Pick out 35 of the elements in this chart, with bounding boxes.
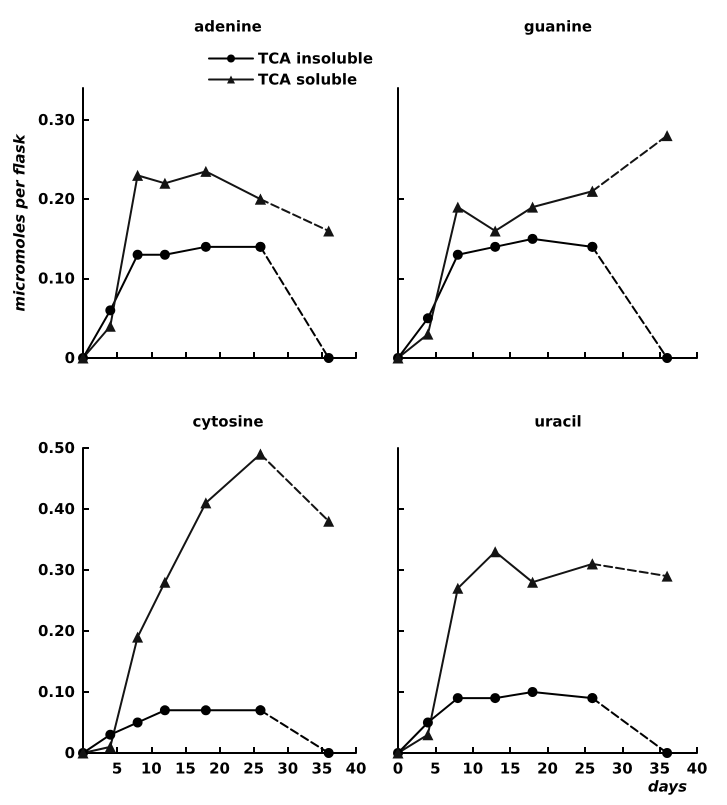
legend-label: TCA insoluble: [258, 50, 373, 68]
x-tick-label: 0: [392, 760, 404, 778]
x-tick-label: 15: [500, 760, 521, 778]
chart-title: adenine: [194, 18, 262, 36]
x-tick-label: 35: [649, 760, 670, 778]
x-tick-label: 10: [140, 760, 162, 778]
x-tick-label: 25: [574, 760, 596, 778]
x-tick-label: 5: [430, 760, 441, 778]
x-tick-label: 40: [686, 760, 708, 778]
y-tick-label: 0: [64, 744, 75, 762]
x-tick-label: 30: [277, 760, 298, 778]
chart-title: guanine: [524, 18, 592, 36]
x-tick-label: 15: [174, 760, 196, 778]
x-tick-label: 5: [112, 760, 122, 778]
y-tick-label: 0.40: [38, 500, 75, 518]
x-tick-label: 10: [462, 760, 484, 778]
x-tick-label: 25: [243, 760, 264, 778]
x-axis-title: days: [648, 778, 688, 796]
y-tick-label: 0.30: [38, 561, 75, 579]
y-tick-label: 0: [64, 349, 75, 367]
x-tick-label: 30: [612, 760, 633, 778]
x-tick-label: 20: [209, 760, 230, 778]
y-tick-label: 0.30: [38, 110, 75, 129]
y-tick-label: 0.10: [38, 683, 75, 701]
chart-title: cytosine: [192, 412, 264, 430]
chart-title: uracil: [534, 412, 582, 430]
legend-label: TCA soluble: [258, 70, 358, 88]
y-tick-label: 0.50: [38, 439, 75, 457]
x-tick-label: 35: [311, 760, 332, 778]
y-tick-label: 0.20: [38, 622, 75, 640]
y-tick-label: 0.10: [38, 270, 75, 288]
x-tick-label: 20: [537, 760, 558, 778]
y-axis-title: micromoles per flask: [10, 133, 29, 312]
y-tick-label: 0.20: [38, 190, 75, 208]
x-tick-label: 40: [346, 760, 366, 778]
